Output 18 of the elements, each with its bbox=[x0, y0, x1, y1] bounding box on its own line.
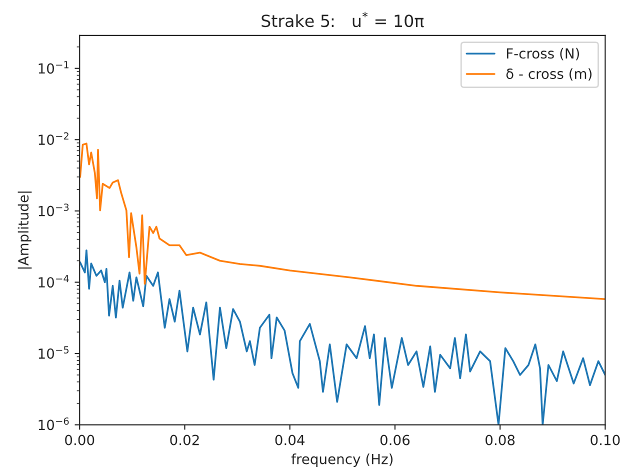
y-tick-label: 10$^{−2}$ bbox=[38, 132, 68, 146]
legend-label: F-cross (N) bbox=[506, 48, 580, 60]
x-tick-label: 0.02 bbox=[170, 434, 199, 446]
x-tick-label: 0.00 bbox=[65, 434, 94, 446]
y-tick-label: 10$^{−6}$ bbox=[38, 417, 69, 430]
y-tick-label: 10$^{−4}$ bbox=[38, 275, 69, 288]
x-tick-label: 0.08 bbox=[486, 434, 515, 446]
line-series bbox=[80, 142, 606, 300]
x-tick-label: 0.06 bbox=[380, 434, 410, 446]
y-tick-label: 10$^{−3}$ bbox=[38, 204, 69, 216]
y-axis-title: |Amplitude| bbox=[18, 192, 32, 269]
legend-label: δ - cross (m) bbox=[506, 68, 592, 81]
y-tick-label: 10$^{−1}$ bbox=[38, 61, 68, 74]
y-tick-label: 10$^{−5}$ bbox=[38, 346, 69, 359]
x-tick-label: 0.04 bbox=[275, 434, 305, 446]
x-tick-label: 0.10 bbox=[590, 434, 620, 446]
chart-title: Strake 5: u$^{*}$ = 10π bbox=[262, 12, 424, 28]
x-axis-title: frequency (Hz) bbox=[291, 454, 393, 467]
